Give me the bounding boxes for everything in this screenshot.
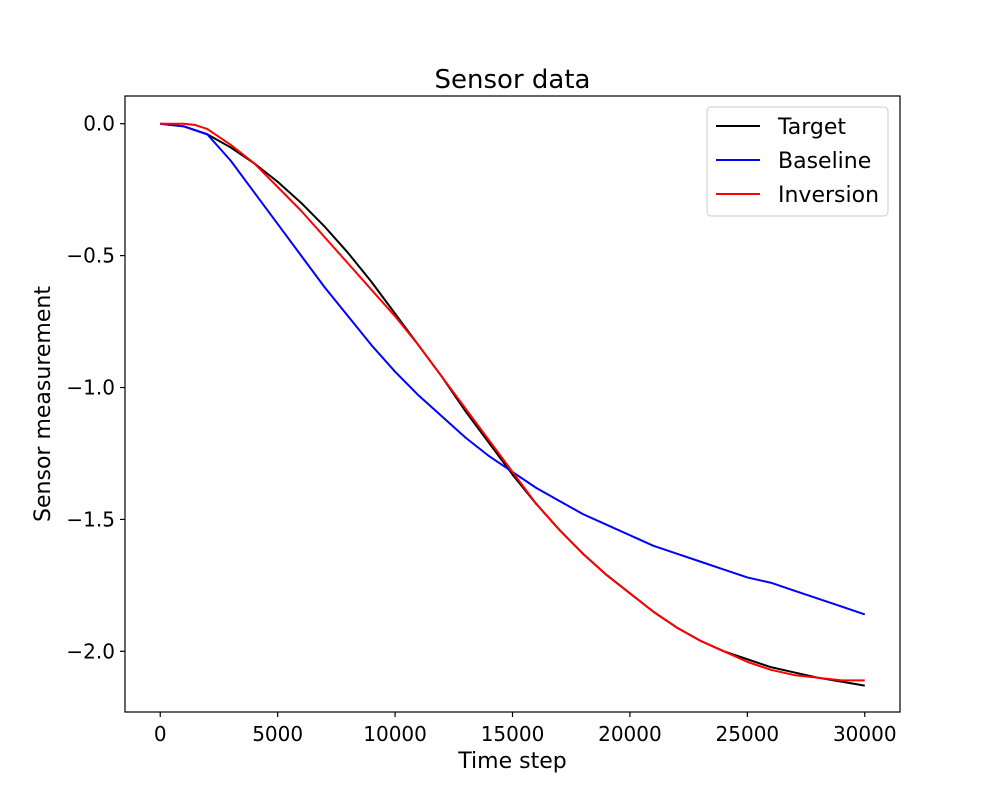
x-axis-title: Time step (457, 749, 566, 774)
x-tick-label: 15000 (481, 722, 545, 746)
y-tick-label: −1.5 (66, 507, 115, 531)
x-tick-label: 0 (154, 722, 167, 746)
y-tick-label: 0.0 (83, 112, 115, 136)
legend-label-target: Target (777, 115, 846, 140)
legend-label-inversion: Inversion (778, 183, 879, 208)
y-axis-title: Sensor measurement (31, 286, 56, 522)
y-tick-label: −2.0 (66, 639, 115, 663)
legend-label-baseline: Baseline (778, 149, 871, 174)
x-tick-label: 25000 (716, 722, 780, 746)
x-tick-label: 5000 (252, 722, 303, 746)
y-axis: 0.0 −0.5 −1.0 −1.5 −2.0 (66, 112, 125, 663)
series-line-target (160, 122, 865, 687)
y-tick-label: −0.5 (66, 244, 115, 268)
series-layer (160, 122, 866, 687)
x-tick-label: 30000 (833, 722, 897, 746)
chart-title: Sensor data (435, 65, 591, 95)
legend: Target Baseline Inversion (706, 106, 889, 217)
y-tick-label: −1.0 (66, 376, 115, 400)
legend-box (706, 106, 889, 217)
x-tick-label: 20000 (598, 722, 662, 746)
x-tick-label: 10000 (363, 722, 427, 746)
x-axis: 0 5000 10000 15000 20000 25000 30000 (154, 712, 897, 746)
series-line-inversion (160, 122, 865, 682)
